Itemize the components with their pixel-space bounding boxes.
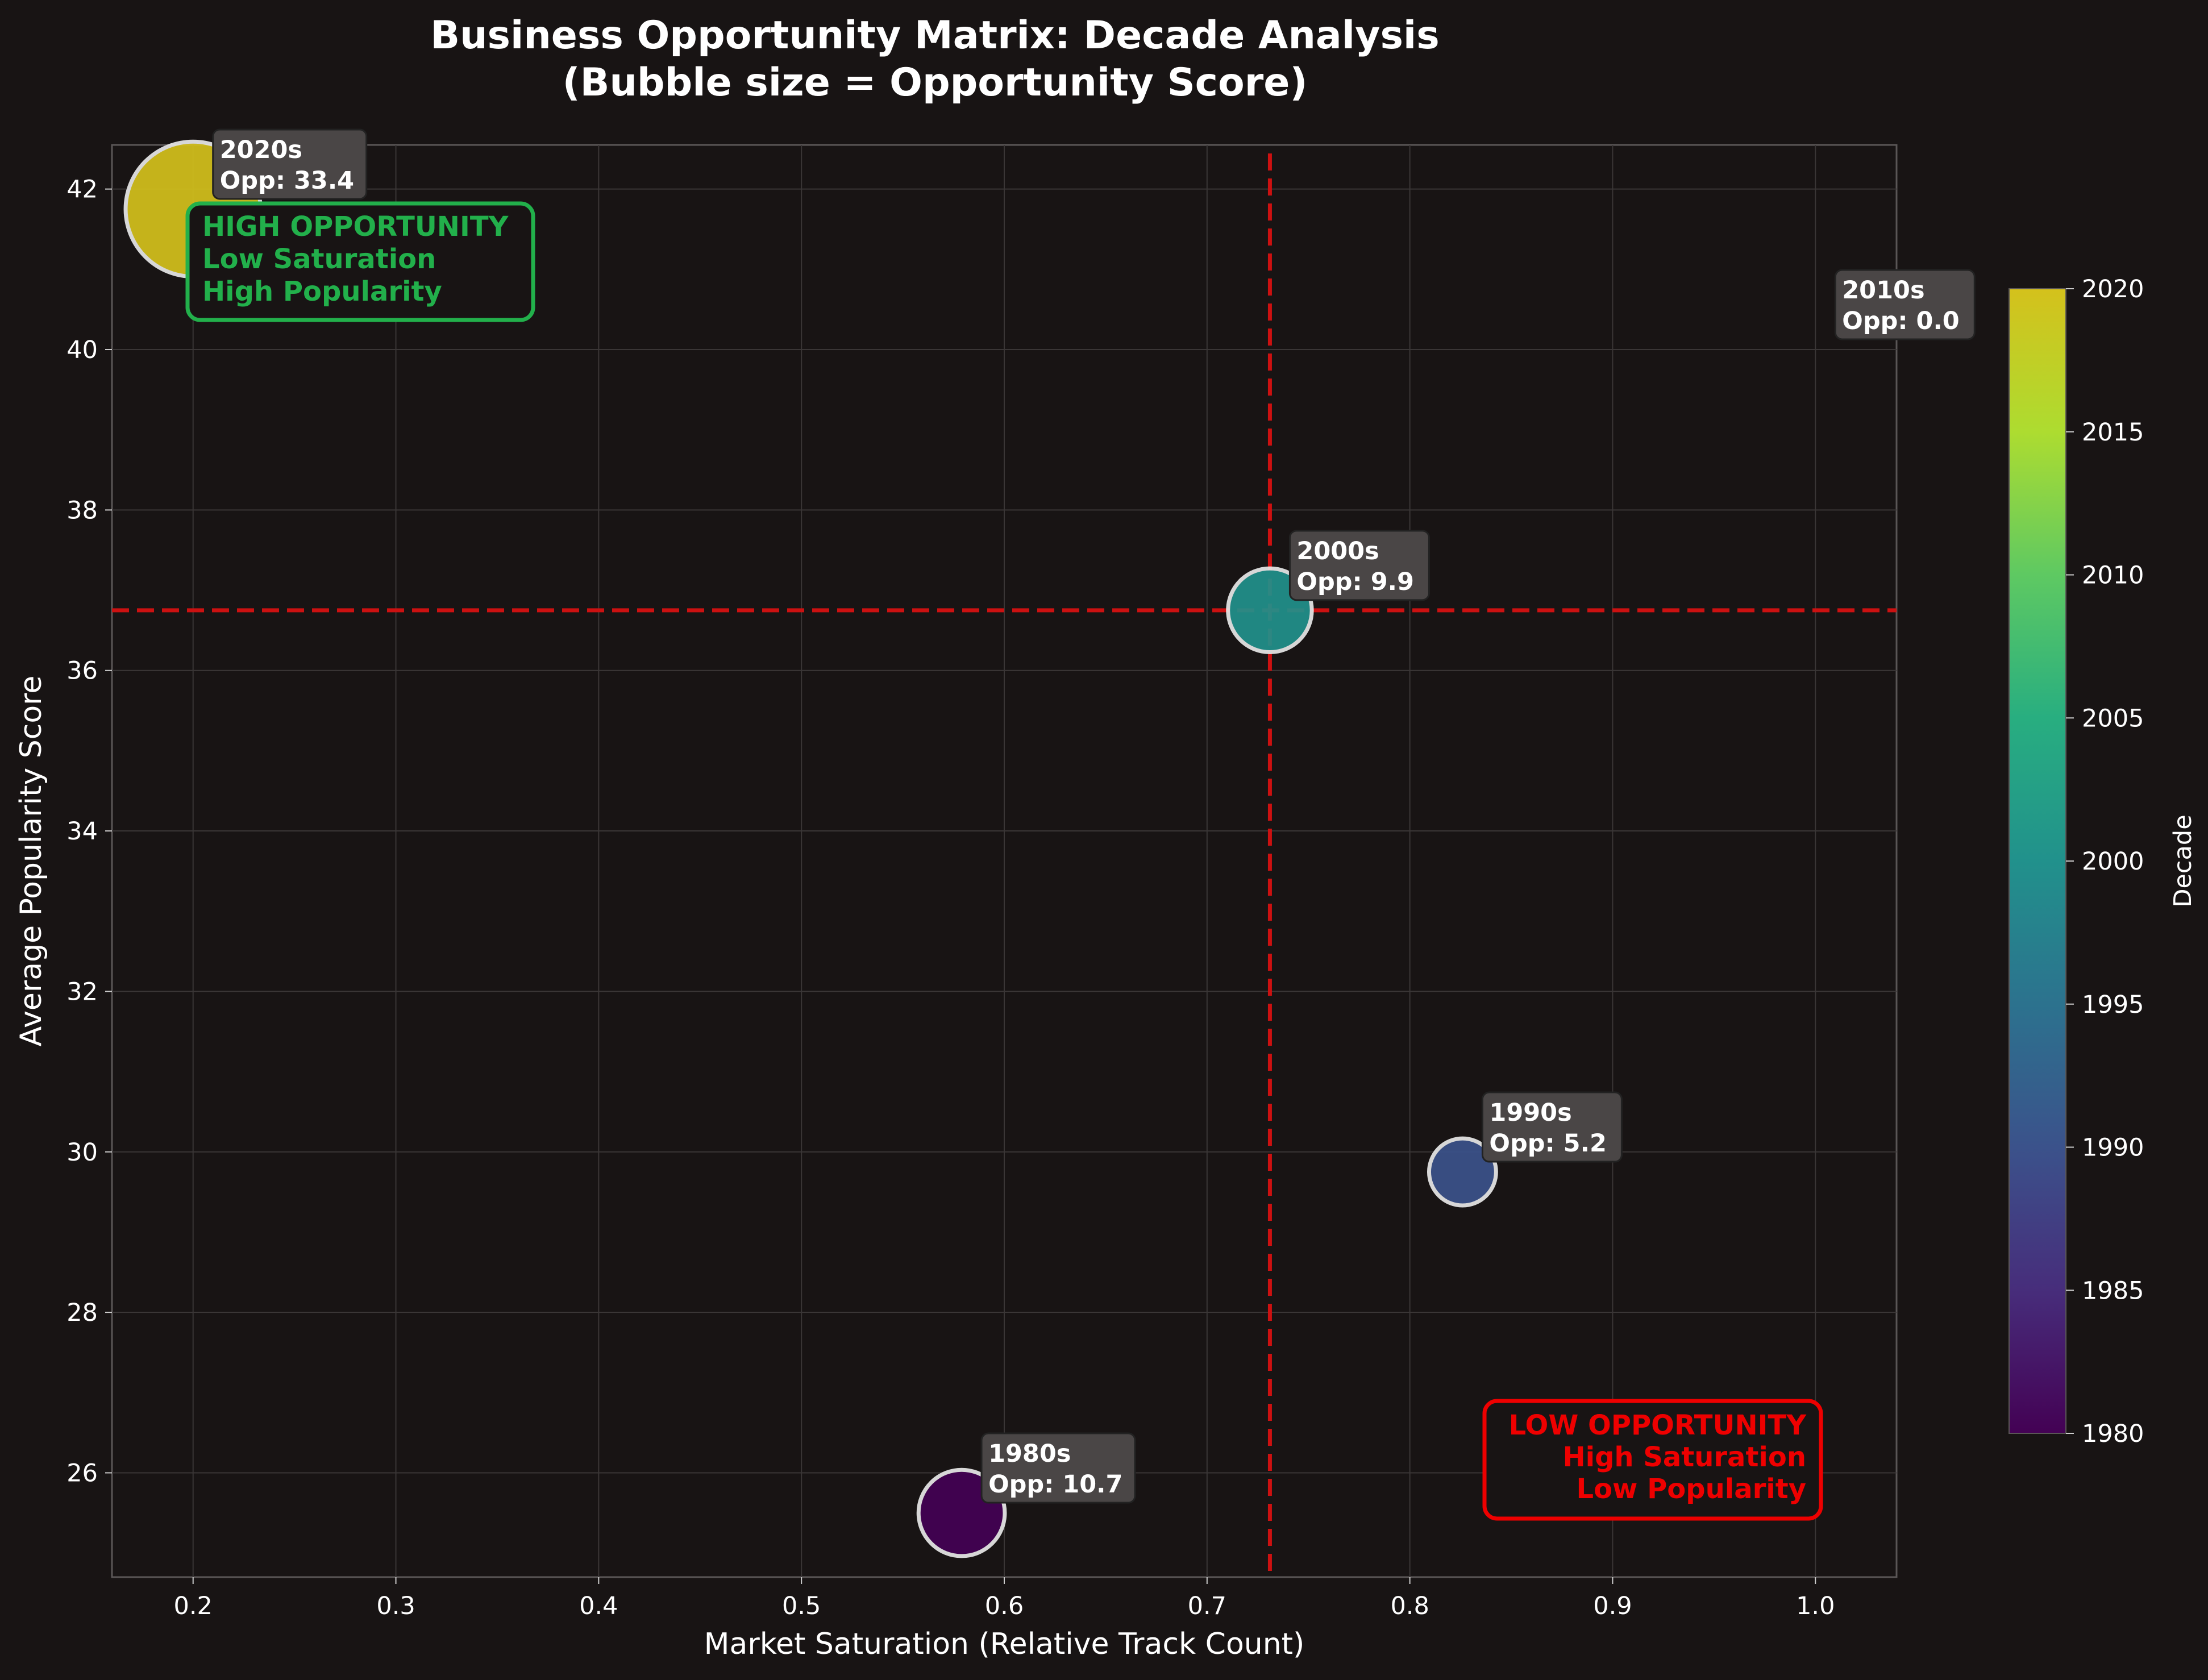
quadrant-line: HIGH OPPORTUNITY bbox=[202, 211, 509, 243]
y-tick-label: 34 bbox=[66, 817, 98, 846]
colorbar-tick-label: 1985 bbox=[2082, 1276, 2144, 1305]
annotation-box bbox=[212, 128, 368, 200]
y-tick-label: 30 bbox=[66, 1138, 98, 1167]
y-tick-label: 36 bbox=[66, 657, 98, 685]
quadrant-box bbox=[1482, 1399, 1823, 1521]
quadrant-line: Low Popularity bbox=[1576, 1473, 1806, 1505]
annotation-decade-label: 1980s bbox=[988, 1440, 1071, 1468]
colorbar-tick-label: 2005 bbox=[2082, 704, 2144, 733]
annotation-opportunity-label: Opp: 9.9 bbox=[1296, 568, 1413, 596]
colorbar-tick-label: 1980 bbox=[2082, 1420, 2144, 1448]
y-tick-label: 38 bbox=[66, 496, 98, 525]
reference-lines bbox=[112, 153, 1897, 1577]
x-axis-label: Market Saturation (Relative Track Count) bbox=[704, 1627, 1305, 1661]
y-ticks: 26 28 30 32 34 36 38 40 42 bbox=[66, 176, 112, 1487]
annotation-box bbox=[1481, 1091, 1623, 1163]
annotation-2020s: 2020s Opp: 33.4 bbox=[212, 128, 368, 200]
colorbar-tick-label: 2010 bbox=[2082, 562, 2144, 590]
annotation-opportunity-label: Opp: 5.2 bbox=[1489, 1129, 1606, 1158]
annotation-box bbox=[980, 1432, 1136, 1504]
y-axis-label: Average Popularity Score bbox=[14, 676, 48, 1047]
annotation-decade-label: 2010s bbox=[1842, 276, 1924, 305]
x-tick-label: 0.6 bbox=[985, 1592, 1024, 1620]
colorbar-label: Decade bbox=[2169, 814, 2197, 907]
colorbar-tick-label: 2000 bbox=[2082, 847, 2144, 876]
annotation-opportunity-label: Opp: 10.7 bbox=[988, 1470, 1122, 1499]
y-tick-label: 42 bbox=[66, 176, 98, 204]
colorbar: 1980 1985 1990 1995 2000 2005 2010 2015 2020 Dec… bbox=[2009, 275, 2197, 1448]
y-tick-label: 26 bbox=[66, 1459, 98, 1487]
annotation-box bbox=[1288, 530, 1430, 601]
x-tick-label: 0.8 bbox=[1390, 1592, 1429, 1620]
x-tick-label: 0.4 bbox=[579, 1592, 618, 1620]
chart-title-line-2: (Bubble size = Opportunity Score) bbox=[563, 60, 1308, 105]
quadrant-line: Low Saturation bbox=[202, 243, 436, 275]
colorbar-gradient bbox=[2009, 288, 2066, 1434]
annotation-decade-label: 2000s bbox=[1296, 537, 1379, 565]
x-tick-label: 0.3 bbox=[376, 1592, 415, 1620]
quadrant-box bbox=[185, 201, 535, 322]
plot-area: 0.2 0.3 0.4 0.5 0.6 0.7 0.8 0.9 1.0 26 28 30 32 34 36… bbox=[66, 128, 1976, 1620]
annotation-opportunity-label: Opp: 0.0 bbox=[1842, 307, 1959, 335]
colorbar-tick-label: 1990 bbox=[2082, 1134, 2144, 1162]
x-tick-label: 0.2 bbox=[174, 1592, 213, 1620]
quadrant-line: LOW OPPORTUNITY bbox=[1509, 1409, 1807, 1441]
colorbar-tick-label: 2015 bbox=[2082, 418, 2144, 447]
x-tick-label: 1.0 bbox=[1796, 1592, 1835, 1620]
y-tick-label: 28 bbox=[66, 1299, 98, 1327]
bubble-1990s[interactable] bbox=[1427, 1136, 1498, 1208]
colorbar-tick-label: 2020 bbox=[2082, 275, 2144, 303]
x-ticks: 0.2 0.3 0.4 0.5 0.6 0.7 0.8 0.9 1.0 bbox=[174, 1577, 1835, 1620]
y-tick-label: 32 bbox=[66, 978, 98, 1006]
x-tick-label: 0.9 bbox=[1593, 1592, 1632, 1620]
x-tick-label: 0.7 bbox=[1188, 1592, 1226, 1620]
annotation-2000s: 2000s Opp: 9.9 bbox=[1288, 530, 1430, 601]
chart-title-line-1: Business Opportunity Matrix: Decade Anal… bbox=[430, 13, 1439, 58]
y-tick-label: 40 bbox=[66, 336, 98, 364]
x-tick-label: 0.5 bbox=[782, 1592, 821, 1620]
quadrant-line: High Popularity bbox=[202, 276, 442, 307]
colorbar-ticks: 1980 1985 1990 1995 2000 2005 2010 2015 2020 bbox=[2066, 275, 2144, 1448]
quadrant-line: High Saturation bbox=[1562, 1441, 1806, 1473]
annotation-decade-label: 2020s bbox=[220, 136, 302, 164]
annotation-opportunity-label: Opp: 33.4 bbox=[220, 167, 354, 195]
annotation-decade-label: 1990s bbox=[1489, 1099, 1571, 1127]
colorbar-tick-label: 1995 bbox=[2082, 991, 2144, 1019]
annotation-box bbox=[1834, 269, 1976, 340]
